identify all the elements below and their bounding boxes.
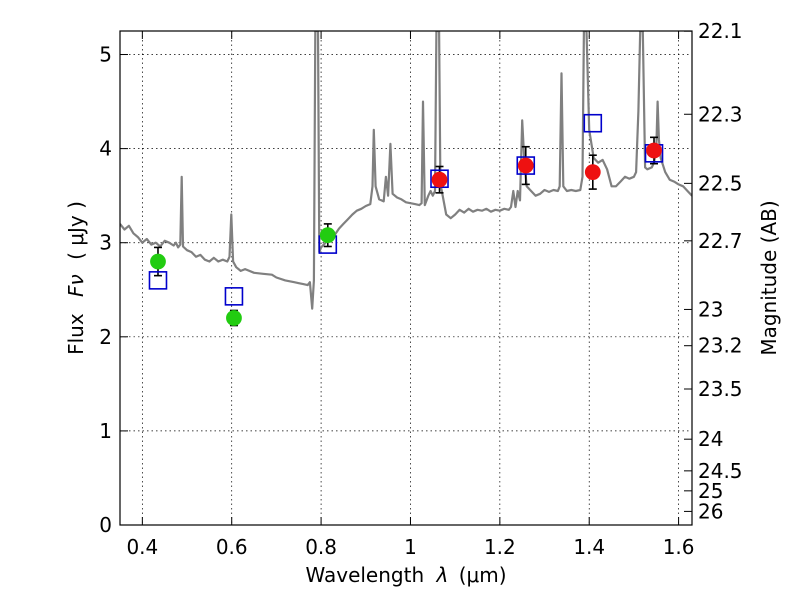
y-tick-label: 3 xyxy=(99,231,112,255)
model-photometry-point xyxy=(516,156,536,175)
observed-nir-point xyxy=(517,157,534,174)
observed-optical-point xyxy=(150,253,166,270)
y2-tick-label: 22.7 xyxy=(698,229,743,253)
x-tick-label: 1.2 xyxy=(484,535,516,559)
y2-tick-label: 24.5 xyxy=(698,459,743,483)
y-tick-label: 5 xyxy=(99,43,112,67)
x-tick-label: 1 xyxy=(404,535,417,559)
model-photometry-point xyxy=(148,271,168,290)
model-photometry-point xyxy=(224,287,244,306)
x-tick-label: 0.8 xyxy=(305,535,337,559)
y-tick-label: 4 xyxy=(99,137,112,161)
y2-tick-label: 22.1 xyxy=(698,19,743,43)
observed-nir-point xyxy=(431,171,448,188)
y2-tick-label: 24 xyxy=(698,427,723,451)
x-tick-label: 0.4 xyxy=(126,535,158,559)
axes: 0.4 0.6 0.8 1 1.2 1.4 1.601234522.122.322.522.… xyxy=(99,19,742,559)
plot-frame xyxy=(119,30,693,526)
grid xyxy=(120,31,692,525)
y-tick-label: 2 xyxy=(99,325,112,349)
observed-optical-point xyxy=(319,227,336,244)
y2-tick-label: 25 xyxy=(698,479,723,503)
y2-tick-label: 23.2 xyxy=(698,334,743,358)
observed-nir-point xyxy=(646,142,662,159)
x-tick-label: 1.4 xyxy=(573,535,605,559)
y-tick-label: 1 xyxy=(99,419,112,443)
y2-axis-label: Magnitude (AB) xyxy=(757,200,781,355)
x-tick-label: 0.6 xyxy=(216,535,248,559)
x-axis-label: Wavelength λ (μm) xyxy=(305,563,506,587)
y2-tick-label: 26 xyxy=(698,499,723,523)
y-axis-label: Flux Fν ( μJy ) xyxy=(64,201,88,355)
model-photometry-point xyxy=(583,113,603,133)
y2-tick-label: 22.5 xyxy=(698,171,743,195)
x-tick-label: 1.6 xyxy=(663,535,695,559)
plot-area xyxy=(120,31,692,327)
observed-nir-point xyxy=(584,164,601,181)
y-tick-label: 0 xyxy=(99,513,112,537)
y2-tick-label: 23 xyxy=(698,297,723,321)
y2-tick-label: 23.5 xyxy=(698,377,743,401)
observed-optical-point xyxy=(226,310,242,326)
model-sed-line xyxy=(120,31,692,310)
y2-tick-label: 22.3 xyxy=(698,102,743,126)
